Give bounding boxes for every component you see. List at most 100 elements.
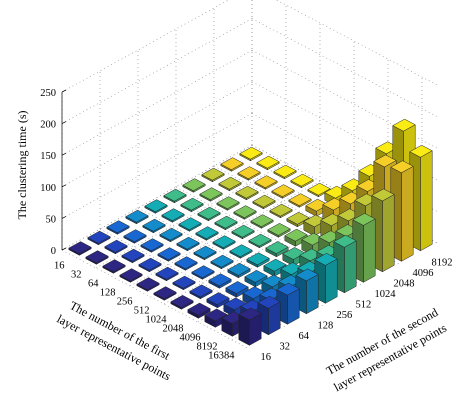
bar-16384-256 (314, 253, 338, 266)
second-layer-tick: 1024 (375, 289, 397, 300)
bar-32-128 (142, 218, 166, 232)
bar-256-1024 (250, 214, 274, 227)
gridline-wall-a (61, 81, 253, 188)
bar-16-4096 (220, 157, 244, 170)
z-axis-tick (61, 121, 67, 124)
bar-128-64 (157, 247, 181, 260)
bar-16384-512 (333, 234, 357, 248)
bar-16-64 (106, 220, 130, 233)
bar-16384-2048-front (382, 194, 395, 273)
gridline-floor (95, 162, 287, 269)
first-layer-tick: 512 (134, 306, 150, 317)
bar-32-1024 (199, 187, 223, 200)
bar-16-256 (144, 199, 168, 212)
bar-16384-128-front (306, 273, 319, 315)
gridline-wall-a (61, 113, 253, 219)
bar-16384-16 (238, 307, 262, 321)
bar-512-32 (172, 275, 196, 289)
second-layer-tick: 4096 (413, 268, 434, 279)
bar-32-4096 (237, 166, 261, 179)
bar-8192-8192 (392, 118, 416, 132)
bar-8192-4096 (373, 154, 397, 168)
bar-512-512 (248, 233, 272, 247)
bar-16384-256-front (325, 258, 338, 304)
first-layer-tick: 64 (88, 279, 99, 290)
bar-256-256 (212, 235, 236, 248)
gridline-floor (163, 198, 355, 305)
bar-32-2048 (218, 176, 242, 190)
bar-1024-64 (208, 273, 232, 287)
bar-2048-256 (263, 258, 287, 272)
bar-16384-2048 (371, 188, 395, 202)
bar-16384-1024-front (363, 218, 376, 283)
bar-16384-128 (295, 268, 319, 282)
z-axis-tick (61, 184, 67, 188)
z-axis-tick (61, 216, 67, 219)
bar-256-32 (155, 266, 179, 280)
second-layer-tick: 2048 (394, 278, 415, 289)
bar-4096-16 (204, 308, 228, 322)
second-layer-tick: 128 (318, 320, 334, 331)
second-layer-tick: 32 (280, 341, 291, 352)
bar-256-64 (174, 256, 198, 269)
bar-512-256 (229, 244, 253, 257)
bar-256-16 (136, 277, 160, 290)
bar-1024-256 (246, 252, 270, 266)
bar-2048-128 (244, 270, 268, 283)
second-layer-tick: 64 (299, 331, 310, 342)
first-layer-tick: 8192 (197, 342, 218, 353)
z-axis-label: The clustering time (s) (15, 111, 29, 220)
bar-128-16 (119, 268, 143, 281)
bar-256-2048 (269, 203, 293, 217)
bar-1024-16 (170, 295, 194, 308)
first-layer-tick: 16 (54, 261, 65, 272)
bar-16-32 (87, 230, 111, 244)
gridline-wall-b (275, 0, 440, 87)
bar-64-16 (102, 259, 126, 272)
first-layer-tick: 32 (71, 270, 82, 281)
first-layer-tick: 4096 (180, 333, 201, 344)
bar-512-128 (210, 254, 234, 268)
bar-512-16 (153, 286, 177, 299)
bar-64-64 (140, 238, 164, 251)
bar-16-512 (163, 188, 187, 202)
z-axis-tick (61, 247, 67, 251)
bar-256-4096 (288, 193, 312, 206)
bar-128-128 (176, 236, 200, 250)
bar-128-8192 (290, 173, 314, 187)
first-layer-tick: 128 (100, 288, 116, 299)
bar-32-64 (123, 229, 147, 242)
first-layer-tick: 256 (117, 297, 133, 308)
bar-256-128 (193, 245, 217, 259)
bar-128-512 (214, 215, 238, 229)
first-layer-tick: 1024 (146, 315, 168, 326)
second-layer-tick: 256 (337, 310, 353, 321)
gridline-wall-a (61, 49, 253, 156)
bar-128-256 (195, 226, 219, 239)
bar-2048-32 (206, 292, 230, 305)
gridline-wall-a (61, 18, 253, 124)
bar-16384-8192-front (420, 150, 433, 252)
bar-32-512 (180, 197, 204, 211)
first-layer-tick: 16384 (208, 351, 235, 362)
bar-16384-32 (257, 295, 281, 309)
bar-1024-512 (265, 241, 289, 254)
bar-32-256 (161, 208, 185, 221)
z-tick-label: 50 (46, 214, 57, 225)
bar-16-2048 (201, 167, 225, 181)
bar-16-16 (68, 241, 92, 254)
bar-128-1024 (233, 205, 257, 218)
bar-64-8192 (273, 164, 297, 178)
bar-16384-4096-front (401, 165, 414, 262)
bar-256-512 (231, 224, 255, 238)
z-tick-label: 250 (40, 88, 56, 99)
second-layer-tick: 16 (261, 352, 272, 363)
gridline-floor (129, 180, 321, 287)
bar-1024-128 (227, 262, 251, 276)
z-axis-tick (61, 152, 67, 156)
bar-16384-512-front (344, 240, 357, 294)
bar-32-32 (104, 239, 128, 253)
bar-512-1024 (267, 223, 291, 236)
